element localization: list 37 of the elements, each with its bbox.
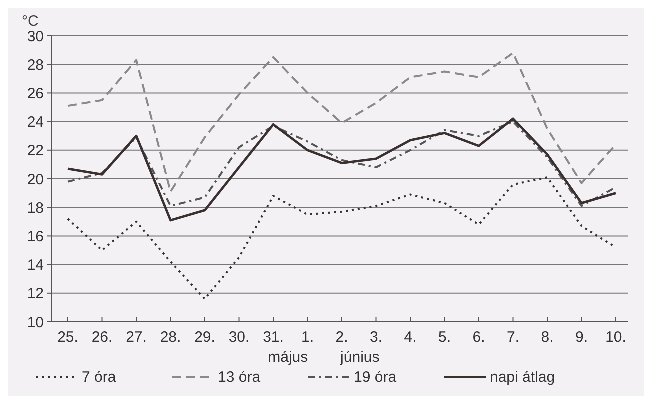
x-tick-label: 30. [228, 329, 250, 346]
y-tick-label: 20 [27, 171, 44, 188]
x-tick-label: 27. [126, 329, 147, 346]
x-tick-label: 8. [541, 329, 554, 346]
line-series [66, 118, 618, 222]
y-tick-label: 16 [27, 228, 44, 246]
text: május [268, 349, 308, 366]
x-tick-label: 28. [160, 329, 182, 346]
y-tick-label: 26 [27, 85, 44, 102]
y-tick-label: 18 [27, 200, 44, 217]
x-tick-label: 5. [438, 329, 452, 346]
x-tick-label: 25. [58, 329, 78, 346]
y-tick-label: 22 [27, 142, 44, 160]
legend-label: napi átlag [490, 369, 556, 386]
legend-label: 7 óra [82, 369, 117, 386]
y-tick-label: 10 [27, 314, 44, 332]
x-tick-label: 10. [606, 329, 626, 346]
y-tick-label: 24 [27, 114, 44, 132]
legend-label: 19 óra [354, 369, 398, 386]
x-tick-label: 3. [370, 329, 383, 346]
x-tick-label: 7. [506, 329, 520, 346]
x-tick-label: 31. [263, 329, 284, 346]
x-tick-label: 29. [194, 329, 216, 346]
y-tick-label: 12 [27, 286, 44, 303]
y-tick-label: 30 [27, 28, 44, 46]
y-tick-label: 14 [27, 257, 44, 274]
legend-label: 13 óra [218, 369, 262, 386]
x-tick-label: 26. [92, 329, 113, 346]
text: június [340, 349, 380, 366]
x-tick-label: 4. [404, 329, 417, 346]
y-tick-label: 28 [27, 56, 44, 74]
x-tick-label: 2. [336, 329, 348, 346]
line-series [67, 52, 617, 193]
x-tick-label: 6. [472, 329, 486, 346]
x-tick-label: 1. [301, 329, 314, 346]
y-axis-title: °C [22, 13, 39, 30]
x-tick-label: 9. [575, 329, 588, 346]
